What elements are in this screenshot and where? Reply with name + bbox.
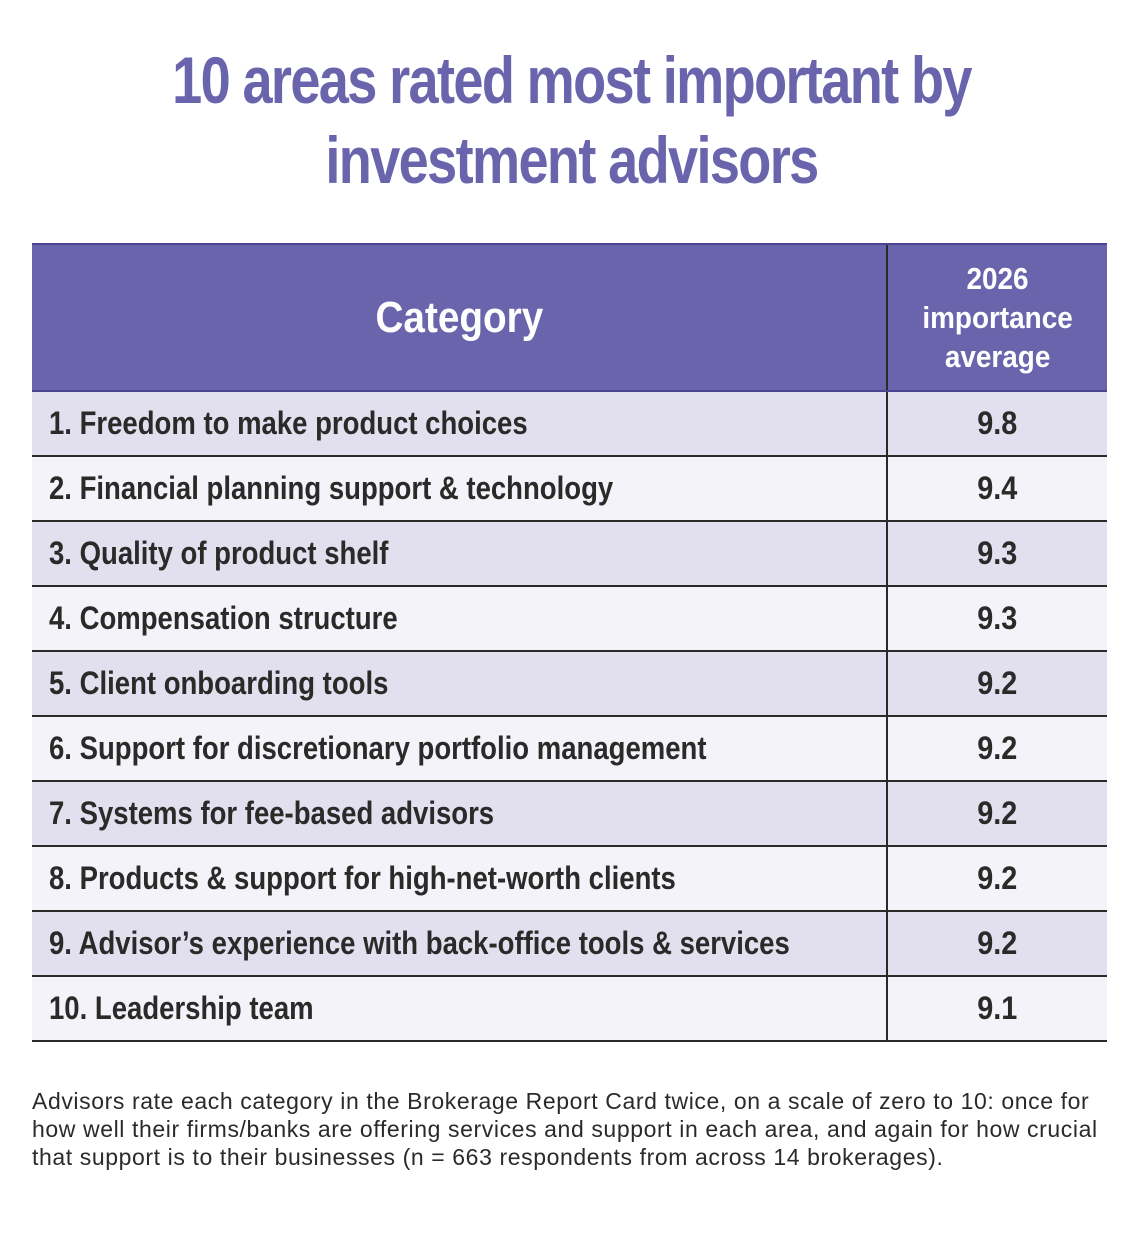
category-cell: 5. Client onboarding tools: [32, 651, 887, 717]
value-cell: 9.8: [886, 391, 1107, 457]
category-label: 9. Advisor’s experience with back-office…: [49, 925, 790, 961]
column-header-importance-line-2: importance: [922, 300, 1073, 335]
category-cell: 8. Products & support for high-net-worth…: [32, 846, 887, 912]
table-row: 4. Compensation structure 9.3: [32, 586, 1107, 652]
importance-value: 9.2: [977, 730, 1018, 766]
category-cell: 1. Freedom to make product choices: [32, 391, 887, 457]
value-cell: 9.2: [886, 781, 1107, 847]
column-header-importance-line-1: 2026: [966, 261, 1029, 296]
category-label: 4. Compensation structure: [49, 600, 398, 636]
table-row: 3. Quality of product shelf 9.3: [32, 521, 1107, 587]
value-cell: 9.2: [886, 651, 1107, 717]
column-header-category-label: Category: [375, 292, 543, 342]
value-cell: 9.2: [886, 716, 1107, 782]
value-cell: 9.3: [886, 521, 1107, 587]
importance-value: 9.3: [977, 600, 1018, 636]
category-label: 3. Quality of product shelf: [49, 535, 389, 571]
column-header-importance: 2026 importance average: [886, 243, 1107, 392]
category-cell: 10. Leadership team: [32, 976, 887, 1042]
category-label: 6. Support for discretionary portfolio m…: [49, 730, 707, 766]
value-cell: 9.2: [886, 846, 1107, 912]
value-cell: 9.3: [886, 586, 1107, 652]
importance-value: 9.2: [977, 925, 1018, 961]
column-header-importance-line-3: average: [944, 339, 1051, 374]
table-row: 10. Leadership team 9.1: [32, 976, 1107, 1042]
category-cell: 3. Quality of product shelf: [32, 521, 887, 587]
table-row: 6. Support for discretionary portfolio m…: [32, 716, 1107, 782]
column-header-category: Category: [32, 243, 887, 392]
category-cell: 2. Financial planning support & technolo…: [32, 456, 887, 522]
footnote: Advisors rate each category in the Broke…: [32, 1088, 1098, 1170]
table-row: 7. Systems for fee-based advisors 9.2: [32, 781, 1107, 847]
value-cell: 9.2: [886, 911, 1107, 977]
table-row: 1. Freedom to make product choices 9.8: [32, 391, 1107, 457]
importance-value: 9.2: [977, 860, 1018, 896]
table-body: 1. Freedom to make product choices 9.8 2…: [32, 391, 1107, 1042]
category-label: 5. Client onboarding tools: [49, 665, 389, 701]
table-row: 5. Client onboarding tools 9.2: [32, 651, 1107, 717]
importance-value: 9.2: [977, 795, 1018, 831]
importance-table: Category 2026 importance average 1. Free…: [32, 243, 1107, 1042]
chart-title-line-2: investment advisors: [325, 123, 819, 197]
category-cell: 6. Support for discretionary portfolio m…: [32, 716, 887, 782]
importance-value: 9.4: [977, 470, 1018, 506]
importance-value: 9.8: [977, 405, 1018, 441]
category-cell: 4. Compensation structure: [32, 586, 887, 652]
table-header-row: Category 2026 importance average: [32, 243, 1107, 392]
category-label: 10. Leadership team: [49, 990, 314, 1026]
category-label: 7. Systems for fee-based advisors: [49, 795, 495, 831]
table-row: 8. Products & support for high-net-worth…: [32, 846, 1107, 912]
value-cell: 9.4: [886, 456, 1107, 522]
importance-value: 9.2: [977, 665, 1018, 701]
category-label: 2. Financial planning support & technolo…: [49, 470, 614, 506]
category-cell: 9. Advisor’s experience with back-office…: [32, 911, 887, 977]
importance-value: 9.3: [977, 535, 1018, 571]
value-cell: 9.1: [886, 976, 1107, 1042]
category-cell: 7. Systems for fee-based advisors: [32, 781, 887, 847]
category-label: 1. Freedom to make product choices: [49, 405, 528, 441]
table-row: 9. Advisor’s experience with back-office…: [32, 911, 1107, 977]
importance-value: 9.1: [977, 990, 1018, 1026]
category-label: 8. Products & support for high-net-worth…: [49, 860, 676, 896]
chart-title: 10 areas rated most important by investm…: [136, 40, 1008, 200]
chart-title-line-1: 10 areas rated most important by: [172, 43, 972, 117]
table-row: 2. Financial planning support & technolo…: [32, 456, 1107, 522]
